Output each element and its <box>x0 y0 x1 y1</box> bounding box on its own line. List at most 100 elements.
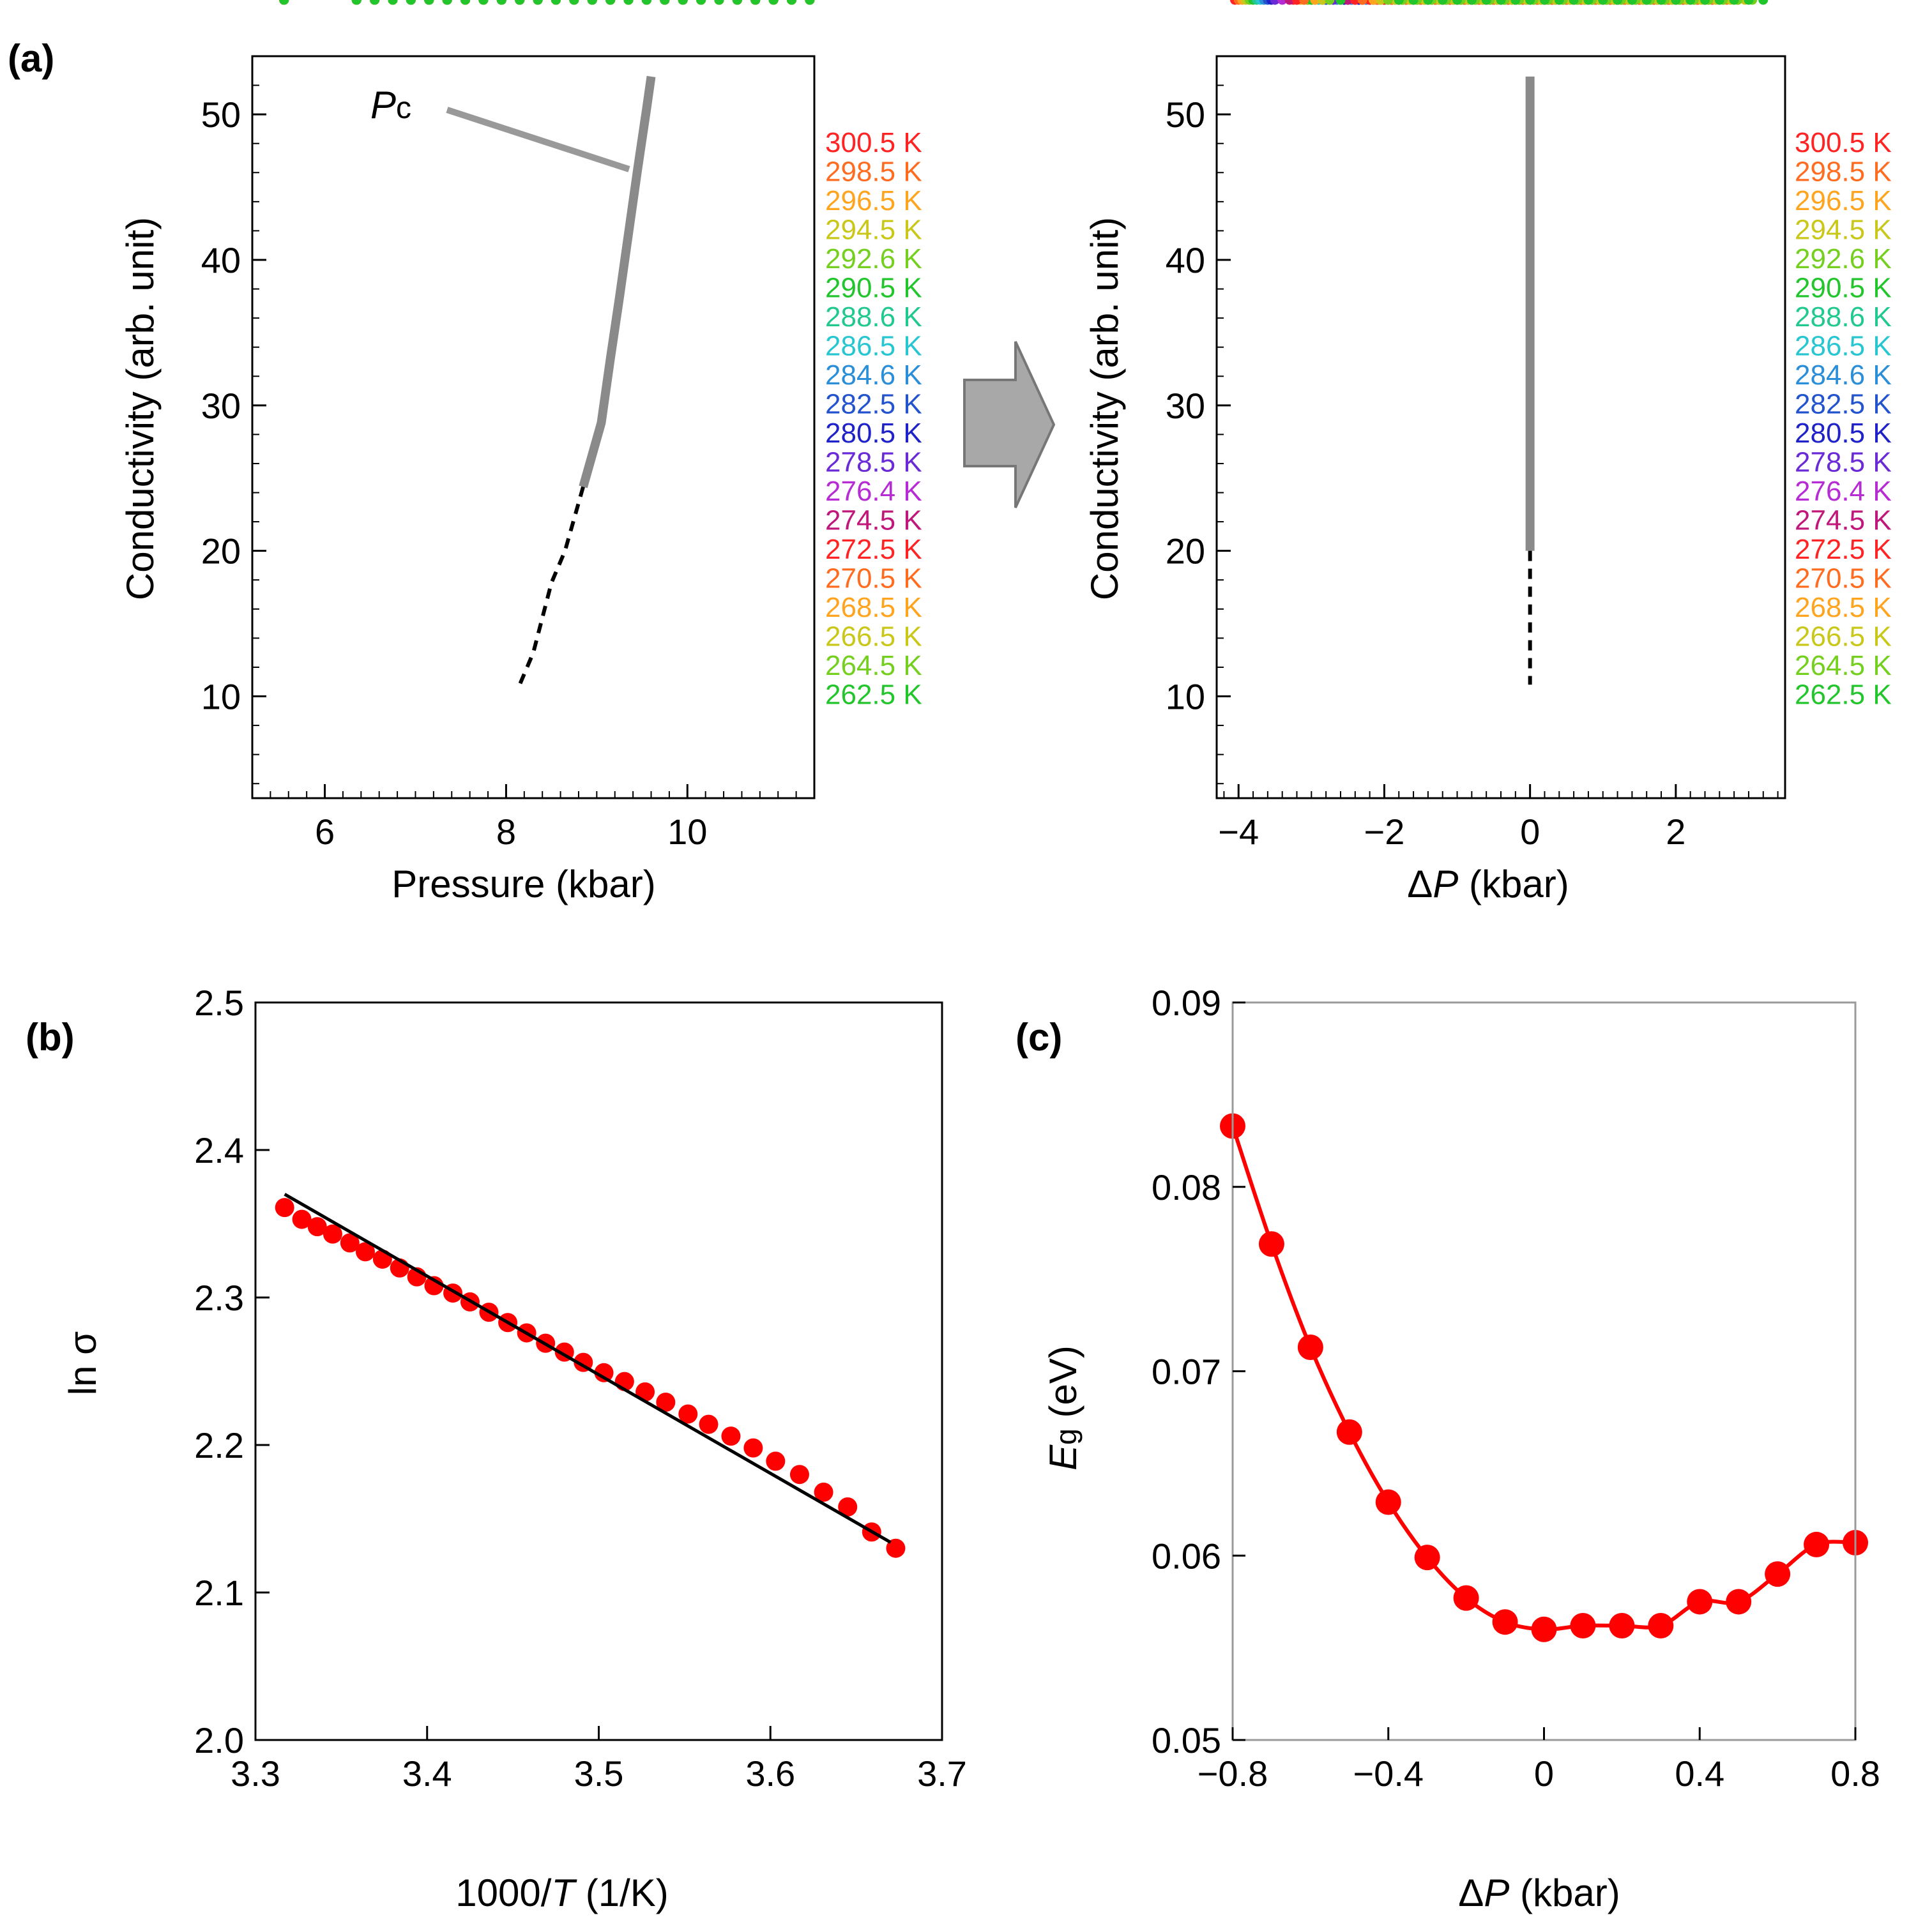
panel-a-right-xtick-label: 2 <box>1666 812 1685 852</box>
data-point <box>388 0 398 5</box>
legend-entry: 300.5 K <box>825 127 922 158</box>
data-point <box>1525 0 1535 5</box>
data-point <box>1408 0 1419 5</box>
panel-c-marks <box>1220 1113 1868 1642</box>
data-point <box>1744 0 1754 5</box>
data-point <box>635 1382 655 1402</box>
panel-c-xtick-label: 0 <box>1534 1753 1554 1794</box>
legend-entry: 276.4 K <box>1795 476 1892 507</box>
data-point <box>1570 1612 1596 1638</box>
panel-c-ylabel: Eg (eV) <box>1042 1345 1084 1471</box>
panel-b-ytick-label: 2.1 <box>194 1573 244 1613</box>
panel-a-left-frame <box>251 55 816 799</box>
panel-c-ytick-label: 0.05 <box>1152 1720 1221 1760</box>
data-point <box>1804 1531 1830 1557</box>
panel-b-xtick-label: 3.7 <box>917 1753 967 1794</box>
data-point <box>1343 0 1353 5</box>
data-point <box>605 0 616 5</box>
panel-b: 3.3 3.4 3.5 3.6 3.7 2.0 2.1 2.2 2.3 2.4 2.5 1000/T… <box>61 983 967 1914</box>
data-point <box>1325 0 1335 5</box>
legend-entry: 270.5 K <box>1795 563 1892 594</box>
panel-c-ytick-label: 0.06 <box>1152 1536 1221 1576</box>
data-point <box>1284 0 1295 5</box>
data-point <box>678 1404 698 1424</box>
data-point <box>1554 0 1564 5</box>
data-point <box>1496 0 1506 5</box>
data-point <box>768 0 779 5</box>
legend-entry: 268.5 K <box>825 592 922 623</box>
data-point <box>1297 1334 1323 1360</box>
panel-b-xtick-label: 3.5 <box>574 1753 624 1794</box>
panel-b-xlabel: 1000/T (1/K) <box>455 1872 669 1914</box>
pc-trend-line <box>579 75 656 488</box>
data-point <box>551 0 561 5</box>
data-point <box>1765 1561 1791 1587</box>
data-point <box>814 1482 833 1502</box>
data-point <box>1687 1589 1713 1615</box>
data-point <box>1336 1419 1362 1445</box>
data-point <box>1277 0 1288 5</box>
data-point <box>1368 0 1378 5</box>
data-point <box>275 1198 294 1218</box>
data-point <box>1726 1589 1752 1615</box>
fit-curve <box>1231 1125 1856 1631</box>
legend-entry: 264.5 K <box>1795 650 1892 681</box>
legend-entry: 276.4 K <box>825 476 922 507</box>
data-point <box>721 1426 741 1446</box>
data-point <box>460 0 471 5</box>
panel-b-marks <box>275 1193 906 1558</box>
panel-a-right-frame <box>1215 55 1786 799</box>
legend-entry: 270.5 K <box>825 563 922 594</box>
panel-a-right-ytick-label: 40 <box>1166 240 1205 280</box>
data-point <box>787 0 797 5</box>
data-point <box>743 1438 763 1458</box>
panel-label-b: (b) <box>26 1016 75 1059</box>
data-point <box>1609 1612 1635 1638</box>
panel-b-ytick-label: 2.3 <box>194 1278 244 1318</box>
data-point <box>515 0 525 5</box>
data-point <box>1350 0 1360 5</box>
legend-entry: 264.5 K <box>825 650 922 681</box>
data-point <box>732 0 742 5</box>
legend-entry: 288.6 K <box>1795 301 1892 333</box>
transform-arrow <box>963 341 1056 508</box>
data-point <box>1539 0 1549 5</box>
panel-a-left-ylabel: Conductivity (arb. unit) <box>119 217 162 600</box>
data-point <box>1317 0 1327 5</box>
data-point <box>1481 0 1491 5</box>
panel-b-axes: 3.3 3.4 3.5 3.6 3.7 2.0 2.1 2.2 2.3 2.4 2.5 <box>194 983 967 1794</box>
panel-c-ytick-label: 0.09 <box>1152 983 1221 1023</box>
data-point <box>696 0 706 5</box>
panel-c-axes: −0.8 −0.4 0 0.4 0.8 0.05 0.06 0.07 0.08 0.09 <box>1152 983 1880 1794</box>
legend-entry: 278.5 K <box>825 447 922 478</box>
data-point <box>1375 1489 1401 1515</box>
legend-entry: 266.5 K <box>825 621 922 653</box>
panel-c-ytick-label: 0.08 <box>1152 1167 1221 1207</box>
data-point <box>1492 1609 1518 1635</box>
legend-entry: 286.5 K <box>825 331 922 362</box>
panel-a-right-xtick-label: 0 <box>1520 812 1540 852</box>
panel-c-ytick-label: 0.07 <box>1152 1352 1221 1392</box>
pc-pointer-line <box>446 107 630 172</box>
data-point <box>406 0 416 5</box>
panel-c-xtick-label: −0.4 <box>1353 1753 1424 1794</box>
legend-entry: 296.5 K <box>1795 185 1892 216</box>
data-point <box>789 1465 809 1485</box>
data-point <box>838 1497 858 1517</box>
panel-a-right-marks <box>1230 0 1768 685</box>
legend-entry: 292.6 K <box>825 243 922 275</box>
legend-entry: 278.5 K <box>1795 447 1892 478</box>
data-point <box>1714 0 1724 5</box>
legend-entry: 290.5 K <box>1795 273 1892 304</box>
panel-a-left-xtick-label: 6 <box>315 812 335 852</box>
panel-a-left-ytick-label: 20 <box>201 531 241 571</box>
panel-a-left-xtick-label: 10 <box>667 812 707 852</box>
legend-entry: 284.6 K <box>825 359 922 391</box>
legend-entry: 272.5 K <box>825 534 922 565</box>
data-point <box>623 0 634 5</box>
data-point <box>1700 0 1710 5</box>
